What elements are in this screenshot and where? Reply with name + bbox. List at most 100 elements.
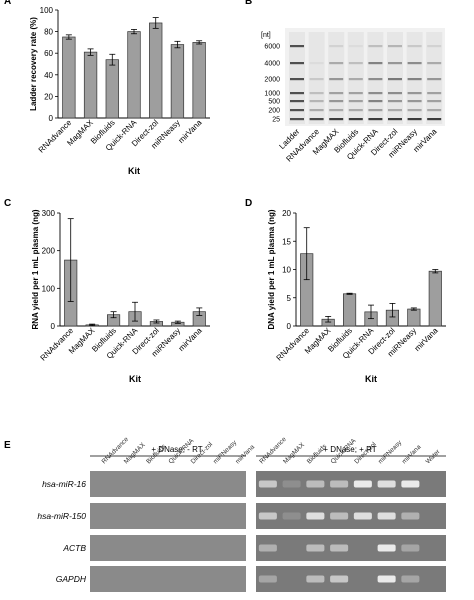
panel-label-c: C [4, 198, 11, 209]
gel-band [427, 92, 442, 95]
gel-band [290, 62, 304, 65]
bar-quick-rna [127, 31, 141, 119]
gel-band [329, 62, 344, 65]
pcr-band [258, 575, 277, 583]
bar-rnadvance [62, 36, 76, 119]
gel-band [368, 100, 383, 103]
pcr-band [401, 544, 420, 552]
panel-label-b: B [245, 0, 252, 7]
pcr-band [330, 480, 349, 488]
gel-band [348, 100, 363, 103]
gel-band [309, 78, 324, 81]
gel-band [329, 45, 344, 48]
gel-band [407, 100, 422, 103]
gel-band [368, 92, 383, 95]
gel-band [388, 109, 402, 112]
pcr-band [401, 575, 420, 583]
gel-unit-label: [nt] [261, 32, 271, 39]
y-axis-label: Ladder recovery rate (%) [29, 17, 38, 111]
pcr-band [377, 575, 396, 583]
y-tick-label: 15 [282, 237, 291, 246]
y-tick-label: 0 [287, 322, 292, 331]
y-tick-label: 300 [42, 209, 56, 218]
lane-label-plus-rt: mirVana [401, 443, 423, 465]
gel-band [388, 92, 402, 95]
gel-band [309, 100, 324, 103]
x-tick-label: RNAdvance [39, 326, 76, 363]
lane-label-minus-rt: MagMAX [123, 441, 147, 465]
pcr-band [330, 544, 349, 552]
pcr-band [377, 544, 396, 552]
y-tick-label: 200 [42, 247, 56, 256]
bar-mirvana [192, 42, 206, 119]
y-axis-label: DNA yield per 1 mL plasma (ng) [267, 209, 276, 329]
gel-band [290, 45, 304, 48]
gel-band [388, 62, 402, 65]
condition-minus-rt: + DNase; - RT [151, 445, 202, 454]
y-tick-label: 100 [40, 6, 54, 15]
ladder-size-label: 1000 [264, 91, 280, 98]
y-tick-label: 20 [282, 209, 291, 218]
gel-band [329, 100, 344, 103]
gel-band [348, 109, 363, 112]
gel-band [348, 78, 363, 81]
gel-band [368, 62, 383, 65]
gel-band [407, 109, 422, 112]
pcr-band [330, 512, 349, 520]
gel-strip-minus-rt [90, 535, 246, 561]
pcr-band [401, 480, 420, 488]
gel-band [290, 92, 304, 95]
pcr-band [330, 575, 349, 583]
pcr-band [258, 480, 277, 488]
y-tick-label: 0 [51, 322, 56, 331]
pcr-band [401, 512, 420, 520]
y-tick-label: 80 [44, 28, 53, 37]
gene-label: ACTB [62, 543, 86, 553]
panel-label-e: E [4, 440, 11, 451]
ladder-size-label: 25 [272, 117, 280, 124]
gel-band [290, 109, 304, 112]
bar-mirvana [428, 270, 442, 327]
gel-band [407, 118, 422, 121]
gene-label: GAPDH [56, 574, 87, 584]
bar-biofluids [105, 59, 119, 119]
x-tick-label: RNAdvance [37, 118, 74, 155]
x-tick-label: mirVana [413, 326, 440, 353]
pcr-band [306, 480, 325, 488]
x-tick-label: mirVana [177, 326, 204, 353]
chart-dna-yield: 05101520RNAdvanceMagMAXBiofluidsQuick-RN… [267, 209, 446, 384]
condition-plus-rt: + DNase; + RT [323, 445, 376, 454]
gel-band [329, 109, 344, 112]
gel-band [388, 78, 402, 81]
y-tick-label: 40 [44, 71, 53, 80]
gel-band [388, 118, 402, 121]
chart-ladder-recovery: 020406080100RNAdvanceMagMAXBiofluidsQuic… [29, 6, 210, 176]
gel-band [427, 45, 442, 48]
gel-band [309, 62, 324, 65]
bar-mirneasy [407, 308, 421, 327]
ladder-size-label: 6000 [264, 44, 280, 51]
gel-band [368, 109, 383, 112]
x-axis-label: Kit [129, 374, 141, 384]
gene-label: hsa-miR-16 [42, 479, 86, 489]
gel-band [368, 45, 383, 48]
pcr-band [377, 512, 396, 520]
pcr-band [306, 575, 325, 583]
gene-label: hsa-miR-150 [37, 511, 86, 521]
pcr-band [353, 480, 372, 488]
pcr-band [258, 512, 277, 520]
panel-label-d: D [245, 198, 252, 209]
x-axis-label: Kit [128, 166, 140, 176]
gel-band [329, 78, 344, 81]
gel-band [427, 62, 442, 65]
bar-direct-zol [149, 22, 163, 119]
pcr-band [306, 544, 325, 552]
ladder-size-label: 2000 [264, 77, 280, 84]
gel-band [309, 118, 324, 121]
gel-band [309, 92, 324, 95]
gel-band [348, 62, 363, 65]
gel-strip-minus-rt [90, 471, 246, 497]
